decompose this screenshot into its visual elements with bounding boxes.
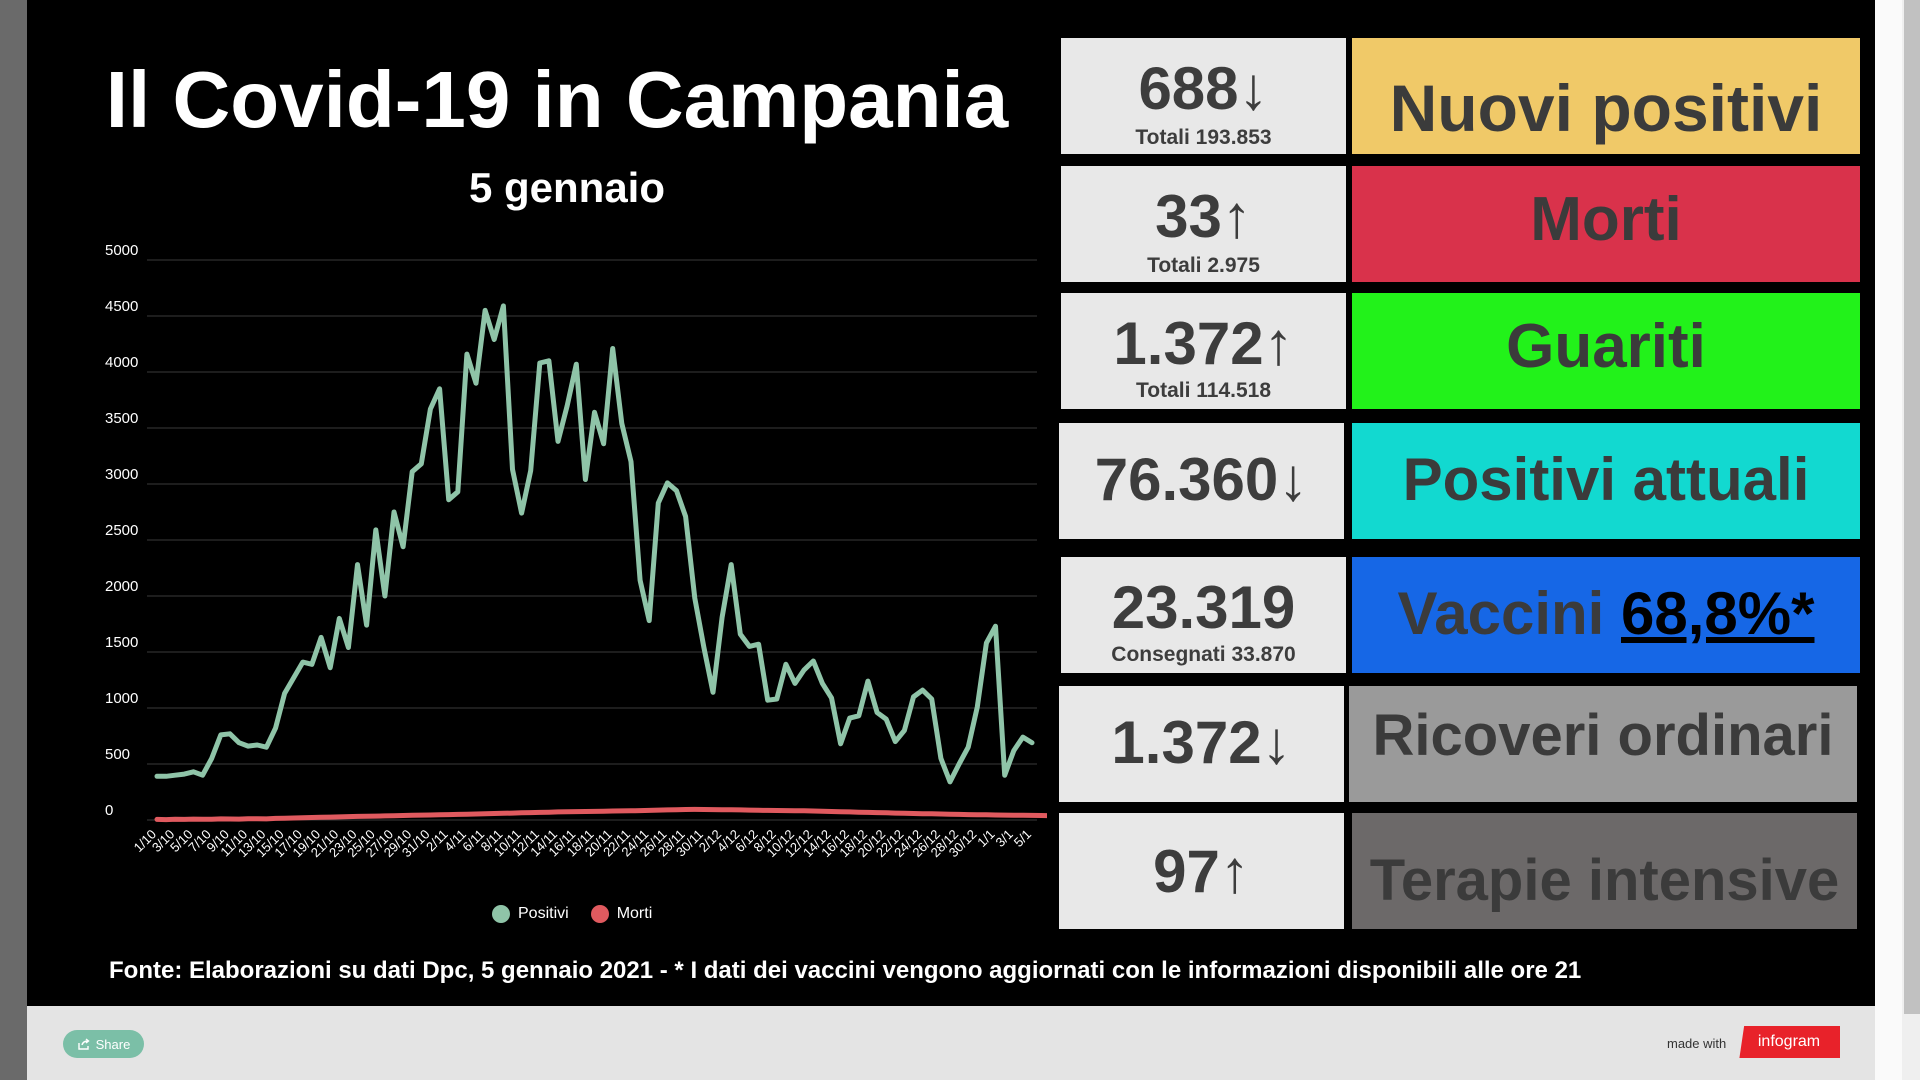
stat-box-nuovi-positivi: 688↓ Totali 193.853 <box>1061 38 1346 154</box>
legend-label: Morti <box>616 905 653 922</box>
vaccini-percent-link[interactable]: 68,8%* <box>1621 580 1815 647</box>
stat-box-guariti: 1.372↑ Totali 114.518 <box>1061 293 1346 409</box>
stat-number: 76.360 <box>1094 446 1279 513</box>
left-gutter <box>0 0 27 1080</box>
page-title: Il Covid-19 in Campania <box>105 55 1009 144</box>
stat-number: 1.372 <box>1113 310 1264 377</box>
stat-box-ricoveri: 1.372↓ <box>1059 686 1344 802</box>
y-tick-label: 3500 <box>105 410 138 427</box>
y-tick-label: 5000 <box>105 242 138 259</box>
x-tick-label: 5/1 <box>1011 827 1034 850</box>
category-label: Ricoveri ordinari <box>1372 703 1834 768</box>
category-label: Guariti <box>1506 312 1706 381</box>
series-line-morti <box>154 806 1047 823</box>
date-subtitle: 5 gennaio <box>468 164 666 211</box>
y-tick-label: 3000 <box>105 466 138 483</box>
category-label: Nuovi positivi <box>1389 71 1823 145</box>
arrow-up-icon: ↑ <box>1221 183 1252 250</box>
category-label: Terapie intensive <box>1369 848 1840 913</box>
legend-dot-positivi <box>492 905 510 923</box>
source-note: Fonte: Elaborazioni su dati Dpc, 5 genna… <box>109 957 1582 984</box>
arrow-down-icon: ↓ <box>1278 446 1309 513</box>
stat-total: Totali 193.853 <box>1135 126 1272 149</box>
stat-box-terapie: 97↑ <box>1059 813 1344 929</box>
share-button[interactable]: Share <box>63 1030 144 1058</box>
y-tick-label: 1500 <box>105 634 138 651</box>
stat-value: 23.319 <box>1061 577 1346 639</box>
y-tick-label: 4000 <box>105 354 138 371</box>
line-chart: 0 500 1000 1500 2000 2500 3000 3500 4000 4500 5000… <box>105 242 1047 860</box>
stat-number: 1.372 <box>1111 709 1262 776</box>
category-label: Vaccini 68,8%* <box>1352 579 1860 649</box>
arrow-down-icon: ↓ <box>1238 55 1269 122</box>
stat-box-morti: 33↑ Totali 2.975 <box>1061 166 1346 282</box>
stat-box-vaccini: 23.319 Consegnati 33.870 <box>1061 557 1346 673</box>
y-tick-label: 2000 <box>105 578 138 595</box>
series-line-positivi <box>154 303 1035 785</box>
stat-total: Totali 114.518 <box>1135 379 1272 402</box>
stat-number: 23.319 <box>1111 574 1296 641</box>
vaccini-label: Vaccini <box>1397 580 1621 647</box>
category-nuovi-positivi: Nuovi positivi <box>1352 38 1860 154</box>
stat-total: Totali 2.975 <box>1147 254 1260 277</box>
stat-value: 33↑ <box>1061 186 1346 248</box>
scrollbar-thumb[interactable] <box>1904 0 1920 1014</box>
made-with-text: made with <box>1667 1036 1727 1051</box>
legend-item-positivi[interactable]: Positivi <box>492 905 569 923</box>
infogram-logo[interactable]: infogram <box>1738 1026 1840 1058</box>
footer-bar <box>27 1006 1875 1080</box>
chart-legend: Positivi Morti <box>492 905 652 923</box>
y-tick-label: 500 <box>105 746 130 763</box>
category-morti: Morti <box>1352 166 1860 282</box>
stat-value: 1.372↓ <box>1059 712 1344 774</box>
category-ricoveri-ordinari: Ricoveri ordinari <box>1349 686 1857 802</box>
share-label: Share <box>95 1036 131 1052</box>
arrow-down-icon: ↓ <box>1261 709 1292 776</box>
category-label: Positivi attuali <box>1402 446 1810 513</box>
stat-value: 688↓ <box>1061 58 1346 120</box>
y-tick-label: 1000 <box>105 690 138 707</box>
arrow-up-icon: ↑ <box>1263 310 1294 377</box>
y-tick-label: 0 <box>105 802 113 819</box>
y-tick-label: 2500 <box>105 522 138 539</box>
stat-total: Consegnati 33.870 <box>1111 643 1296 666</box>
category-terapie-intensive: Terapie intensive <box>1352 813 1857 929</box>
legend-label: Positivi <box>518 905 569 922</box>
legend-dot-morti <box>590 905 609 923</box>
stat-box-positivi-attuali: 76.360↓ <box>1059 423 1344 539</box>
scrollbar-track[interactable] <box>1875 0 1902 1080</box>
stat-value: 76.360↓ <box>1059 449 1344 511</box>
y-tick-label: 4500 <box>105 298 138 315</box>
category-guariti: Guariti <box>1352 293 1860 409</box>
stat-number: 33 <box>1155 183 1222 250</box>
legend-item-morti[interactable]: Morti <box>590 905 653 923</box>
stat-value: 97↑ <box>1059 841 1344 903</box>
arrow-up-icon: ↑ <box>1219 838 1250 905</box>
stat-value: 1.372↑ <box>1061 313 1346 375</box>
stat-number: 688 <box>1138 55 1239 122</box>
share-icon <box>77 1038 90 1050</box>
stat-number: 97 <box>1153 838 1220 905</box>
category-label: Morti <box>1530 185 1682 254</box>
category-positivi-attuali: Positivi attuali <box>1352 423 1860 539</box>
category-vaccini: Vaccini 68,8%* <box>1352 557 1860 673</box>
